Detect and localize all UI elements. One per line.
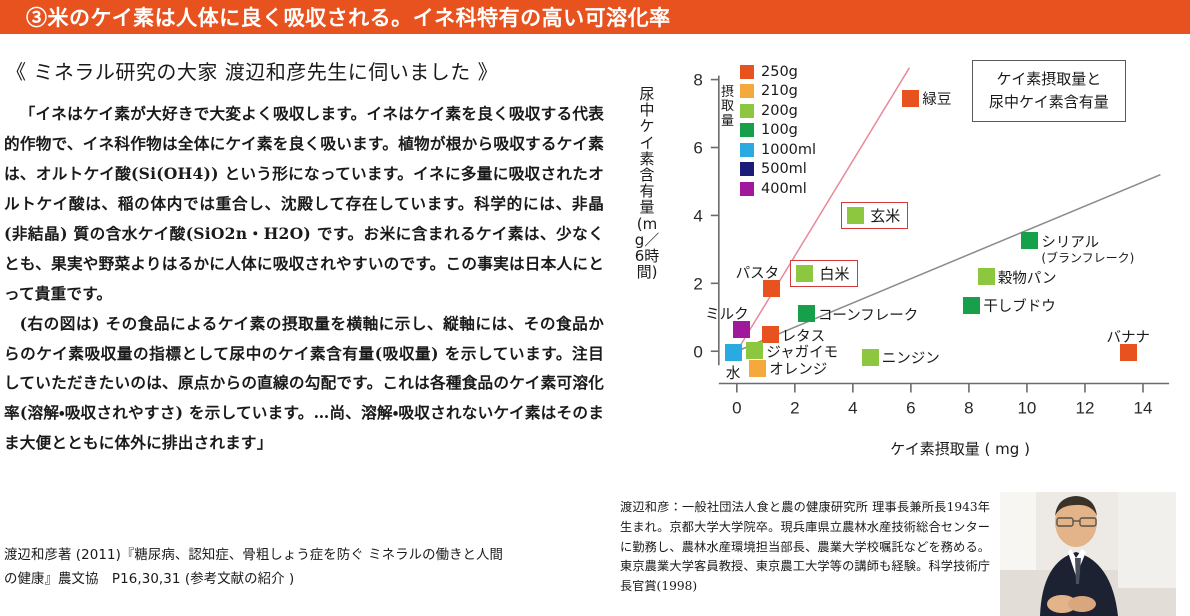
interview-heading: 《 ミネラル研究の大家 渡辺和彦先生に伺いました 》 <box>6 60 499 84</box>
svg-text:0: 0 <box>732 399 741 418</box>
legend-item-label: 400ml <box>761 180 807 197</box>
svg-text:6: 6 <box>693 139 702 158</box>
point-sublabel-シリアル: (ブランフレーク) <box>1041 250 1135 265</box>
point-marker-穀物パン <box>977 268 995 286</box>
highlighted-point-玄米: 玄米 <box>841 201 909 229</box>
article-body: 「イネはケイ素が大好きで大変よく吸収します。イネはケイ素を良く吸収する代表的作物… <box>0 85 616 458</box>
citation-line-2: の健康』農文協 P16,30,31 (参考文献の紹介 ) <box>4 571 295 587</box>
point-marker <box>796 264 814 282</box>
silicon-scatter-chart: 尿中ケイ素含有量(mg／6時間) 0 2 4 6 8 0 2 4 6 8 10 12 14 ケイ素摂取量… <box>620 40 1190 480</box>
legend-item-label: 200g <box>761 102 798 119</box>
legend-swatch-icon <box>740 123 754 138</box>
svg-text:4: 4 <box>693 206 702 225</box>
legend-item-100g: 100g <box>740 121 816 141</box>
legend-item-400ml: 400ml <box>740 179 816 199</box>
chart-title-line-2: 尿中ケイ素含有量 <box>989 92 1109 111</box>
legend-swatch-icon <box>740 142 754 157</box>
chart-legend: 摂取量 250g 210g 200g 100g 1000ml 500ml 400ml <box>720 62 816 199</box>
citation-line-1: 渡辺和彦著 (2011)『糖尿病、認知症、骨粗しょう症を防ぐ ミネラルの働きと人… <box>4 548 504 563</box>
point-label-ニンジン: ニンジン <box>881 351 940 368</box>
article-paragraph-2: (右の図は) その食品によるケイ素の摂取量を横軸に示し、縦軸には、その食品からの… <box>4 313 604 453</box>
point-marker-緑豆 <box>902 89 920 107</box>
chart-y-axis-label: 尿中ケイ素含有量(mg／6時間) <box>634 85 660 282</box>
point-marker-干しブドウ <box>963 296 981 314</box>
legend-swatch-icon <box>740 64 754 79</box>
legend-item-200g: 200g <box>740 101 816 121</box>
legend-swatch-icon <box>740 84 754 99</box>
highlighted-point-白米: 白米 <box>790 259 858 287</box>
point-marker-ミルク <box>732 320 750 338</box>
legend-swatch-icon <box>740 181 754 196</box>
point-label-穀物パン: 穀物パン <box>997 270 1057 287</box>
legend-item-1000ml: 1000ml <box>740 140 816 160</box>
author-portrait-photo <box>1000 492 1176 616</box>
chart-x-axis-label: ケイ素摂取量 ( mg ) <box>890 440 1030 458</box>
legend-item-500ml: 500ml <box>740 160 816 180</box>
svg-text:2: 2 <box>693 274 702 293</box>
point-label-ミルク: ミルク <box>705 307 749 324</box>
legend-item-label: 210g <box>761 83 798 100</box>
svg-text:8: 8 <box>693 71 702 90</box>
chart-title-box: ケイ素摂取量と 尿中ケイ素含有量 <box>972 60 1126 122</box>
svg-text:4: 4 <box>848 399 857 418</box>
svg-text:8: 8 <box>964 399 973 418</box>
legend-item-250g: 250g <box>740 62 816 82</box>
legend-title: 摂取量 <box>720 85 734 129</box>
point-marker-バナナ <box>1119 344 1137 362</box>
legend-item-label: 500ml <box>761 161 807 178</box>
point-label-レタス: レタス <box>781 328 826 345</box>
point-marker <box>847 206 865 224</box>
legend-item-label: 250g <box>761 63 798 80</box>
legend-swatch-icon <box>740 162 754 177</box>
chart-title-line-1: ケイ素摂取量と <box>996 70 1102 88</box>
point-label-ジャガイモ: ジャガイモ <box>766 344 839 361</box>
point-label-オレンジ: オレンジ <box>769 362 828 379</box>
point-marker-ニンジン <box>861 348 879 366</box>
author-bio-text: 渡辺和彦：一般社団法人食と農の健康研究所 理事長兼所長1943年生まれ。京都大学… <box>620 500 990 594</box>
article-paragraph-1: 「イネはケイ素が大好きで大変よく吸収します。イネはケイ素を良く吸収する代表的作物… <box>4 104 604 303</box>
point-label-干しブドウ: 干しブドウ <box>983 299 1056 316</box>
trend-line <box>736 67 911 352</box>
svg-text:14: 14 <box>1134 399 1153 418</box>
header-banner: ③米のケイ素は人体に良く吸収される。イネ科特有の高い可溶化率 <box>0 0 1190 34</box>
svg-text:2: 2 <box>790 399 799 418</box>
point-marker-パスタ <box>763 279 781 297</box>
svg-text:12: 12 <box>1076 399 1095 418</box>
svg-text:0: 0 <box>693 342 702 361</box>
point-label-パスタ: パスタ <box>735 266 780 283</box>
point-label: 白米 <box>819 264 850 283</box>
point-marker-レタス <box>761 326 779 344</box>
point-marker-コーンフレーク <box>797 305 815 323</box>
point-label-緑豆: 緑豆 <box>922 92 952 109</box>
svg-text:6: 6 <box>906 399 915 418</box>
point-label-バナナ: バナナ <box>1106 329 1150 346</box>
svg-text:10: 10 <box>1017 399 1036 418</box>
portrait-illustration <box>1000 492 1176 616</box>
citation-block: 渡辺和彦著 (2011)『糖尿病、認知症、骨粗しょう症を防ぐ ミネラルの働きと人… <box>4 544 604 592</box>
point-label: 玄米 <box>870 206 901 225</box>
point-marker-シリアル <box>1021 232 1039 250</box>
point-label-シリアル: シリアル <box>1041 234 1100 251</box>
point-label-水: 水 <box>725 366 741 383</box>
legend-item-210g: 210g <box>740 82 816 102</box>
point-marker-ジャガイモ <box>746 342 764 360</box>
legend-items: 250g 210g 200g 100g 1000ml 500ml 400ml <box>740 62 816 199</box>
point-marker-水 <box>725 344 743 362</box>
point-label-コーンフレーク: コーンフレーク <box>817 307 919 324</box>
legend-item-label: 100g <box>761 122 798 139</box>
page-title: ③米のケイ素は人体に良く吸収される。イネ科特有の高い可溶化率 <box>26 5 671 30</box>
legend-item-label: 1000ml <box>761 141 817 158</box>
point-marker-オレンジ <box>749 359 767 377</box>
left-article-column: 《 ミネラル研究の大家 渡辺和彦先生に伺いました 》 「イネはケイ素が大好きで大… <box>0 34 616 616</box>
legend-swatch-icon <box>740 103 754 118</box>
